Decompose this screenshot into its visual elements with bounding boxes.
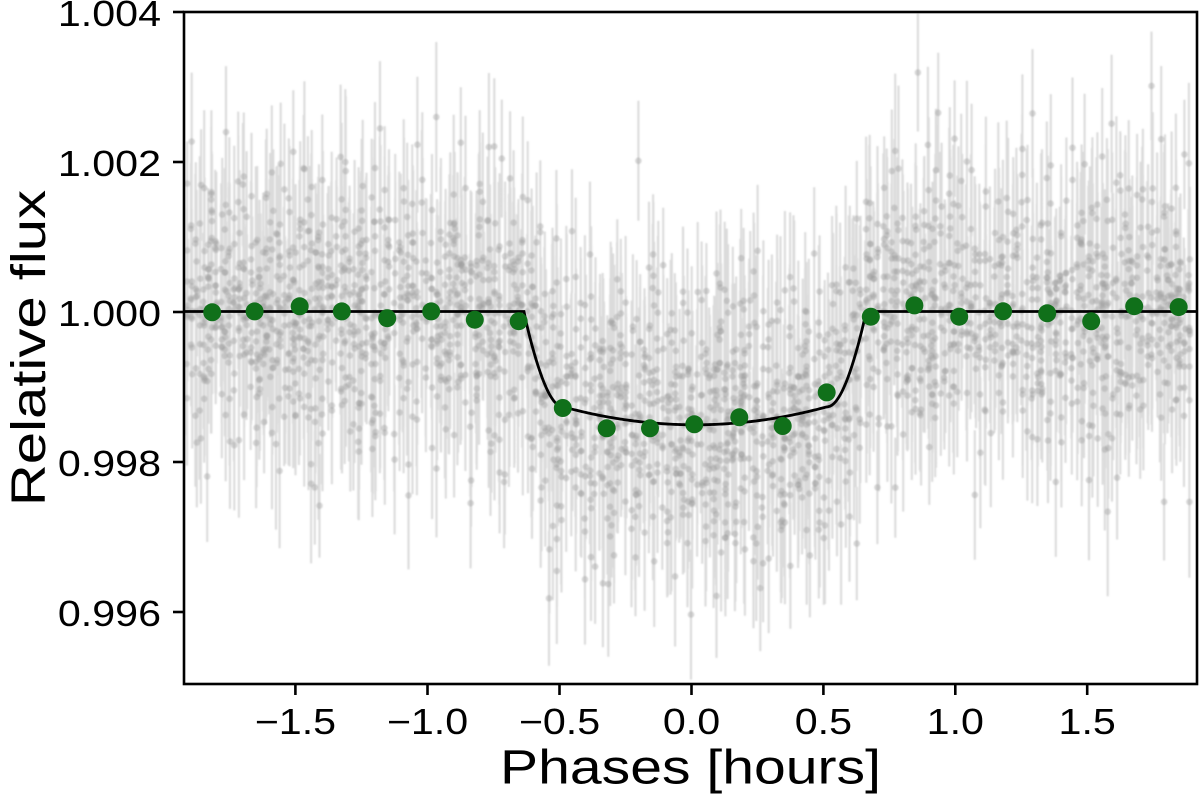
svg-text:1.000: 1.000 (58, 294, 161, 334)
svg-text:−0.5: −0.5 (519, 702, 600, 742)
svg-text:0.998: 0.998 (58, 444, 161, 484)
svg-text:−1.0: −1.0 (387, 702, 468, 742)
svg-text:0.996: 0.996 (58, 594, 161, 634)
svg-text:1.5: 1.5 (1059, 702, 1116, 742)
svg-text:1.0: 1.0 (927, 702, 984, 742)
svg-text:−1.5: −1.5 (255, 702, 336, 742)
svg-text:Phases [hours]: Phases [hours] (500, 741, 881, 795)
svg-text:Relative flux: Relative flux (2, 189, 55, 506)
svg-text:1.004: 1.004 (58, 0, 161, 34)
svg-text:0.0: 0.0 (663, 702, 720, 742)
svg-text:1.002: 1.002 (58, 144, 161, 184)
svg-text:0.5: 0.5 (795, 702, 852, 742)
